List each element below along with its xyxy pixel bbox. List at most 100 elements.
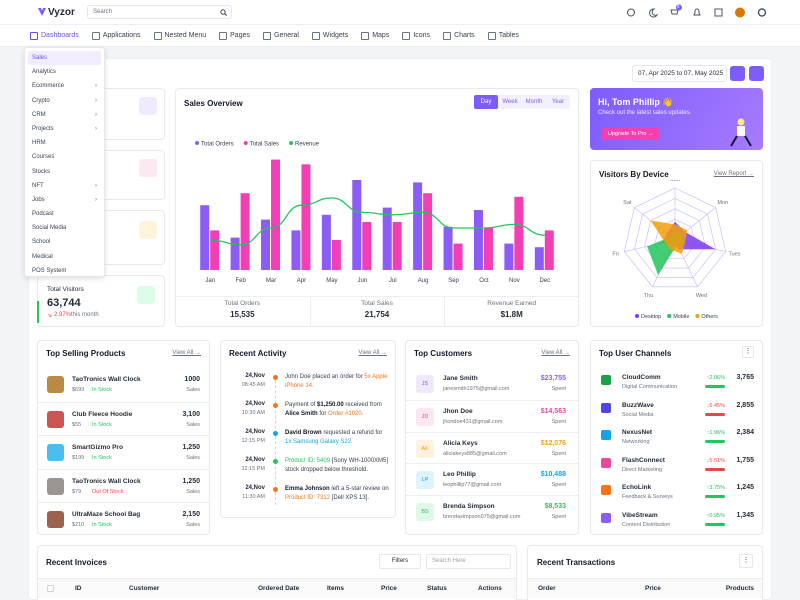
nav-item[interactable]: General — [263, 32, 299, 40]
nav-item[interactable]: Tables — [488, 32, 519, 40]
bar — [483, 228, 493, 270]
menu-item[interactable]: Stocks — [25, 165, 104, 179]
menu-label: NFT — [32, 182, 44, 189]
select-all-checkbox[interactable] — [47, 585, 54, 592]
search-icon — [220, 9, 227, 16]
menu-item[interactable]: HRM — [25, 136, 104, 150]
invoice-search[interactable]: Search Here — [426, 554, 511, 569]
menu-item[interactable]: POS System — [25, 264, 104, 278]
stat-icon — [139, 221, 157, 239]
bar — [423, 193, 433, 270]
period-tab[interactable]: Day — [474, 95, 498, 109]
summary-label: Revenue Earned — [487, 300, 537, 307]
date-range[interactable]: 07, Apr 2025 to 07, May 2025 — [632, 65, 727, 82]
nav-item[interactable]: Charts — [443, 32, 475, 40]
nav-item[interactable]: Pages — [219, 32, 250, 40]
customer-row: JS Jane Smith janesmith1975@gmail.com $23,7… — [406, 368, 578, 400]
channel-name: EchoLink — [622, 484, 652, 491]
channel-name: FlashConnect — [622, 456, 665, 464]
sales-value: 1,250 — [182, 477, 200, 485]
stat-label: Total Visitors — [47, 286, 84, 293]
activity-text-part: Product ID: 5409 — [285, 458, 331, 464]
bar — [261, 219, 271, 270]
column-header: Price — [381, 585, 397, 592]
menu-item[interactable]: Analytics — [25, 65, 104, 79]
menu-item[interactable]: Projects › — [25, 122, 104, 136]
bar — [514, 196, 524, 270]
period-tab[interactable]: Week — [502, 99, 518, 105]
nav-item[interactable]: Maps — [361, 32, 389, 40]
submenu-arrow: › — [95, 182, 97, 189]
language-icon[interactable] — [627, 8, 635, 17]
product-price: $699 — [72, 387, 85, 393]
menu-item[interactable]: School — [25, 235, 104, 249]
nav-item[interactable]: Dashboards — [30, 32, 79, 40]
customer-name: Jane Smith — [443, 375, 478, 382]
menu-item[interactable]: Jobs › — [25, 193, 104, 207]
menu-label: Crypto — [32, 97, 50, 104]
menu-item[interactable]: Crypto › — [25, 94, 104, 108]
channel-row: FlashConnect Direct Marketing ↓5.51% 1,755 — [591, 452, 762, 480]
period-tab[interactable]: Year — [551, 99, 565, 105]
avatar[interactable] — [735, 7, 745, 18]
channel-value: 2,384 — [736, 429, 754, 436]
x-tick-label: Jul — [389, 278, 397, 284]
filter-button[interactable] — [749, 66, 764, 81]
customer-name: Alicia Keys — [443, 439, 478, 447]
column-header: Order — [538, 585, 556, 592]
nav-item[interactable]: Nested Menu — [154, 32, 207, 40]
view-report-link[interactable]: View Report → — [713, 171, 754, 177]
refresh-button[interactable] — [730, 66, 745, 81]
search-box[interactable]: Search — [87, 5, 232, 19]
product-price: $55 — [72, 421, 82, 428]
options-button[interactable]: ⋮ — [739, 554, 753, 568]
summary-value: 15,535 — [230, 310, 255, 319]
menu-label: Jobs — [32, 196, 45, 203]
menu-item[interactable]: Podcast — [25, 207, 104, 221]
card-title: Top Selling Products — [46, 349, 126, 358]
menu-label: Analytics — [32, 69, 57, 76]
menu-item[interactable]: Social Media — [25, 221, 104, 235]
period-tab[interactable]: Month — [525, 99, 543, 105]
header: Vyzor Search 5 — [0, 0, 800, 25]
settings-icon[interactable] — [757, 8, 767, 17]
menu-label: Medical — [32, 253, 53, 260]
menu-item[interactable]: Ecommerce › — [25, 79, 104, 93]
menu-item[interactable]: Courses — [25, 150, 104, 164]
cart-icon[interactable] — [670, 9, 679, 15]
menu-item[interactable]: Sales — [28, 51, 101, 66]
channel-icon — [601, 402, 611, 413]
activity-text-part: Product ID: 7312 — [285, 494, 331, 501]
view-all-link[interactable]: View All → — [358, 350, 387, 356]
channel-category: Content Distribution — [622, 521, 671, 528]
product-row: UltraMaze School Bag $210 In Stock 2,150 Sal… — [38, 502, 209, 536]
upgrade-button[interactable]: Upgrade To Pro → — [602, 128, 660, 140]
channel-name: BuzzWave — [622, 401, 654, 409]
notification-icon[interactable] — [693, 8, 701, 16]
fullscreen-icon[interactable] — [714, 8, 723, 17]
bar — [362, 222, 372, 270]
activity-time: 12:15 PM — [241, 466, 265, 472]
stat-value: 63,744 — [47, 297, 81, 309]
options-button[interactable]: ⋮ — [742, 346, 754, 358]
channel-icon — [601, 485, 611, 495]
nav-item[interactable]: Icons — [402, 32, 430, 40]
channel-row: EchoLink Feedback & Surveys ↑3.75% 1,245 — [591, 479, 762, 507]
view-all-link[interactable]: View All → — [172, 350, 201, 356]
nav-item[interactable]: Applications — [92, 32, 141, 40]
menu-item[interactable]: CRM › — [25, 108, 104, 122]
activity-list: 24,Nov 08:45 AM John Doe placed an order f… — [221, 373, 395, 513]
bar — [453, 243, 463, 270]
bar — [392, 222, 402, 270]
total-visitors-card: Total Visitors 63,744 ↘ 2.97% this month — [37, 275, 165, 327]
menu-item[interactable]: Medical — [25, 250, 104, 264]
menu-item[interactable]: NFT › — [25, 179, 104, 193]
card-title: Top User Channels — [599, 349, 672, 358]
theme-icon[interactable] — [649, 8, 659, 18]
view-all-link[interactable]: View All → — [541, 350, 570, 356]
product-name: SmartGizmo Pro — [72, 444, 123, 452]
filters-button[interactable]: Filters — [379, 554, 421, 569]
nav-item[interactable]: Widgets — [312, 32, 348, 40]
channel-value: 3,765 — [736, 374, 754, 381]
